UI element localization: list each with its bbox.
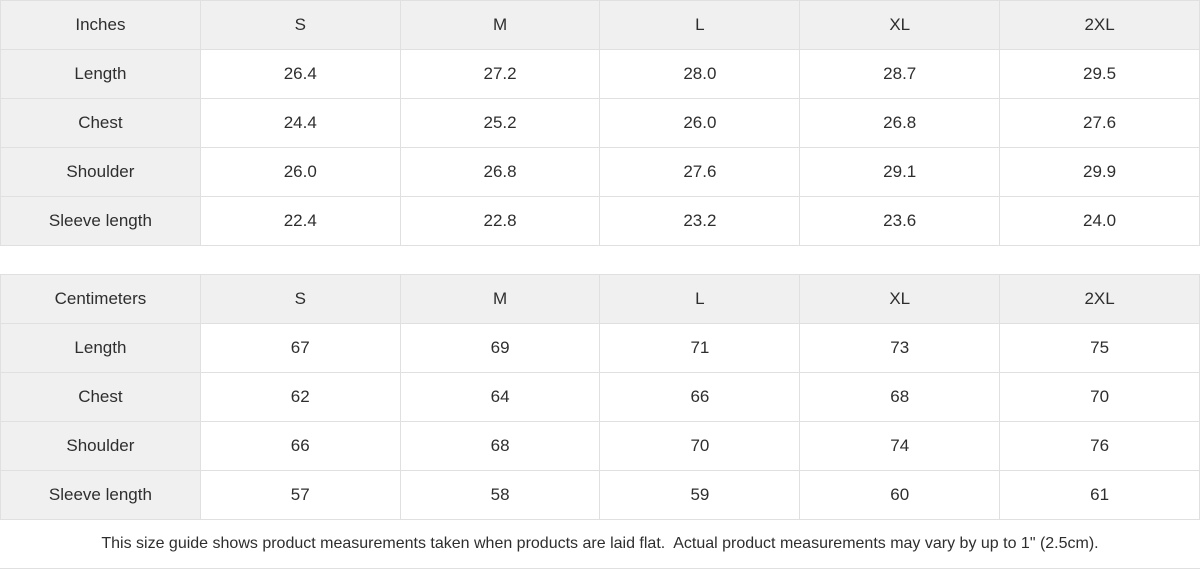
size-table-inches: Inches S M L XL 2XL Length 26.4 27.2 28.0 28.7 29.5… [0,0,1200,246]
value-cell: 24.0 [999,196,1200,246]
value-cell: 29.9 [999,147,1200,197]
size-table-centimeters: Centimeters S M L XL 2XL Length 67 69 71 73 75 Chest… [0,274,1200,520]
value-cell: 26.0 [599,98,801,148]
size-header-cell: M [399,274,601,324]
row-label-cell: Length [0,323,201,373]
value-cell: 61 [999,470,1200,520]
measurement-row: Chest 24.4 25.2 26.0 26.8 27.6 [0,98,1200,148]
value-cell: 28.7 [799,49,1001,99]
value-cell: 75 [999,323,1200,373]
value-cell: 24.4 [199,98,401,148]
value-cell: 59 [599,470,801,520]
value-cell: 67 [199,323,401,373]
size-header-cell: 2XL [999,274,1200,324]
value-cell: 27.2 [399,49,601,99]
value-cell: 27.6 [999,98,1200,148]
value-cell: 26.8 [399,147,601,197]
size-header-cell: L [599,0,801,50]
value-cell: 26.4 [199,49,401,99]
unit-header-cell: Inches [0,0,201,50]
unit-header-cell: Centimeters [0,274,201,324]
value-cell: 23.6 [799,196,1001,246]
size-header-cell: XL [799,274,1001,324]
size-header-cell: M [399,0,601,50]
value-cell: 74 [799,421,1001,471]
value-cell: 26.8 [799,98,1001,148]
row-label-cell: Chest [0,98,201,148]
value-cell: 71 [599,323,801,373]
value-cell: 68 [799,372,1001,422]
value-cell: 69 [399,323,601,373]
measurement-row: Length 26.4 27.2 28.0 28.7 29.5 [0,49,1200,99]
value-cell: 26.0 [199,147,401,197]
measurement-row: Shoulder 66 68 70 74 76 [0,421,1200,471]
value-cell: 70 [599,421,801,471]
row-label-cell: Sleeve length [0,196,201,246]
value-cell: 66 [599,372,801,422]
size-header-cell: 2XL [999,0,1200,50]
row-label-cell: Shoulder [0,147,201,197]
row-label-cell: Chest [0,372,201,422]
measurement-row: Sleeve length 22.4 22.8 23.2 23.6 24.0 [0,196,1200,246]
value-cell: 62 [199,372,401,422]
table-gap [0,246,1200,274]
row-label-cell: Sleeve length [0,470,201,520]
size-header-cell: XL [799,0,1001,50]
value-cell: 29.1 [799,147,1001,197]
measurement-row: Sleeve length 57 58 59 60 61 [0,470,1200,520]
value-cell: 57 [199,470,401,520]
size-header-cell: L [599,274,801,324]
measurement-row: Shoulder 26.0 26.8 27.6 29.1 29.9 [0,147,1200,197]
value-cell: 76 [999,421,1200,471]
row-label-cell: Length [0,49,201,99]
size-header-cell: S [199,0,401,50]
value-cell: 22.8 [399,196,601,246]
value-cell: 58 [399,470,601,520]
value-cell: 27.6 [599,147,801,197]
value-cell: 25.2 [399,98,601,148]
measurement-row: Chest 62 64 66 68 70 [0,372,1200,422]
value-cell: 66 [199,421,401,471]
value-cell: 29.5 [999,49,1200,99]
size-header-cell: S [199,274,401,324]
value-cell: 64 [399,372,601,422]
value-cell: 28.0 [599,49,801,99]
size-table-header-row: Centimeters S M L XL 2XL [0,274,1200,324]
row-label-cell: Shoulder [0,421,201,471]
value-cell: 73 [799,323,1001,373]
measurement-row: Length 67 69 71 73 75 [0,323,1200,373]
value-cell: 23.2 [599,196,801,246]
size-table-header-row: Inches S M L XL 2XL [0,0,1200,50]
size-guide-note: This size guide shows product measuremen… [0,520,1200,569]
value-cell: 60 [799,470,1001,520]
value-cell: 22.4 [199,196,401,246]
value-cell: 70 [999,372,1200,422]
value-cell: 68 [399,421,601,471]
